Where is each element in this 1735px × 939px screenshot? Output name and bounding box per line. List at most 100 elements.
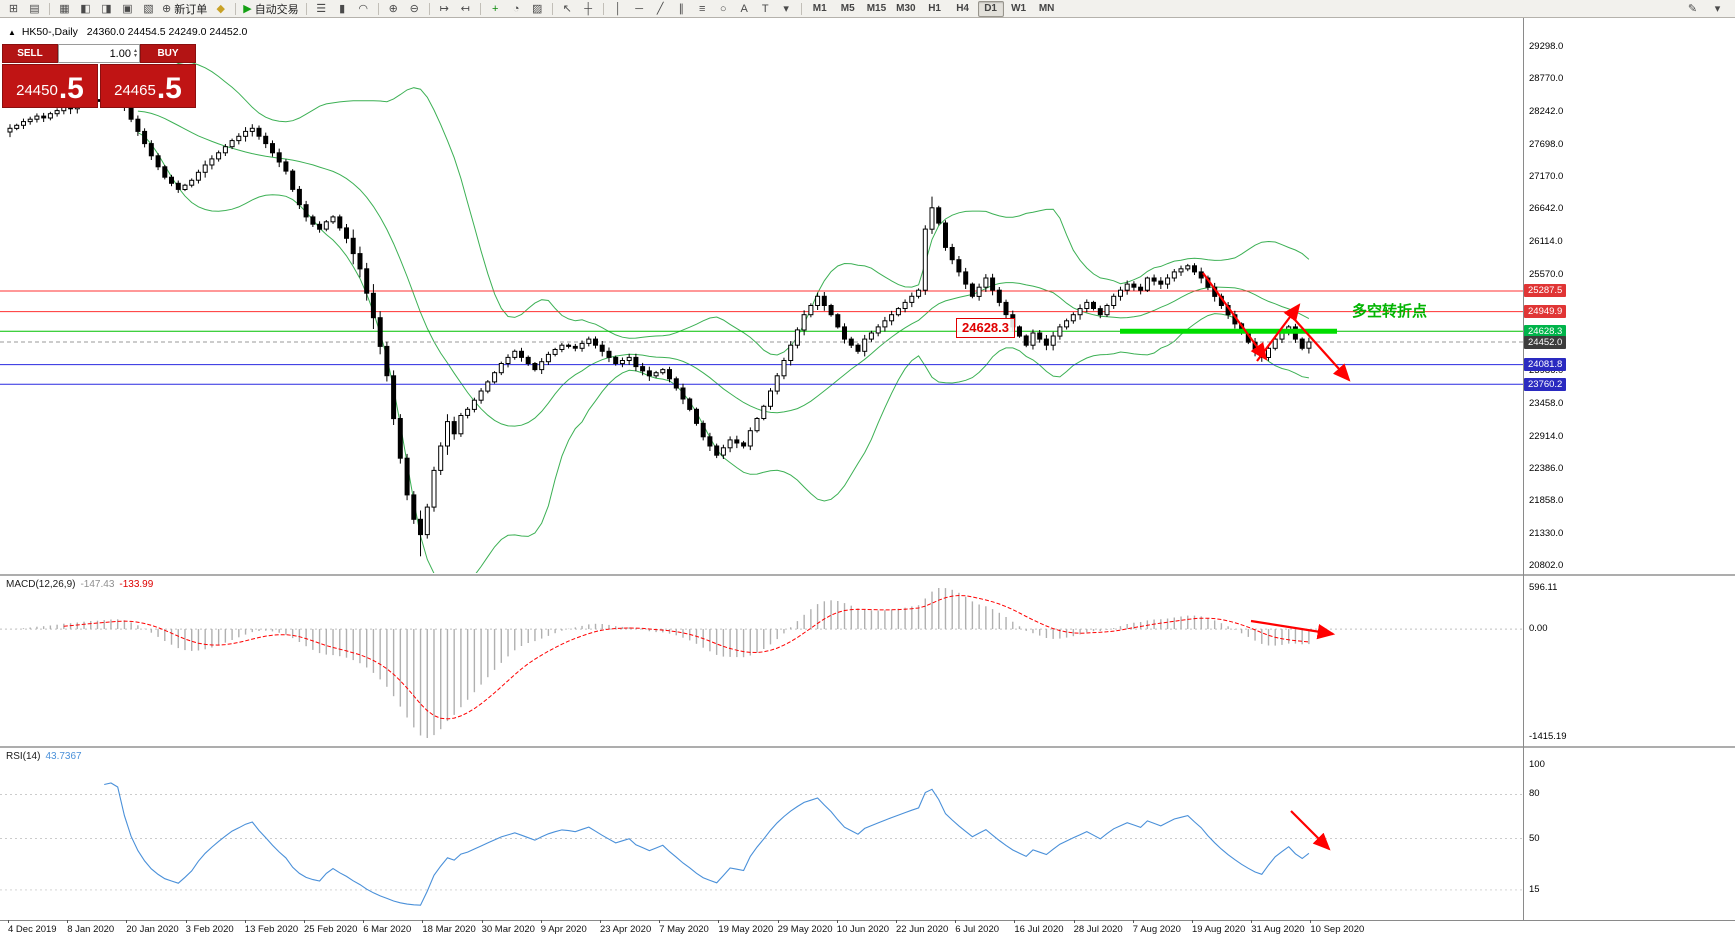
date-axis-tick xyxy=(304,920,305,923)
strategy-tester-icon: ▧ xyxy=(143,3,154,15)
volume-up-icon[interactable]: ▴ xyxy=(133,47,137,54)
text-button[interactable]: A xyxy=(735,1,754,16)
date-axis-tick xyxy=(1014,920,1016,923)
zoom-out-button[interactable]: ⊖ xyxy=(405,1,424,16)
autotrading-icon: ▶ xyxy=(243,3,252,15)
toolbar-separator xyxy=(305,2,307,15)
label-button[interactable]: T xyxy=(756,1,775,16)
date-axis-label: 6 Mar 2020 xyxy=(363,924,412,935)
price-axis-label: 26114.0 xyxy=(1529,235,1563,247)
toolbar-separator xyxy=(377,2,379,15)
rsi-value: 43.7367 xyxy=(45,751,82,762)
volume-spinner[interactable]: 1.00 ▴ ▾ xyxy=(58,44,140,63)
price-axis-label: 21858.0 xyxy=(1529,495,1564,507)
chart-shift-button[interactable]: ↤ xyxy=(456,1,475,16)
fibonacci-button[interactable]: ≡ xyxy=(693,1,712,16)
volume-down-icon[interactable]: ▾ xyxy=(133,52,137,59)
terminal-button[interactable]: ▣ xyxy=(118,1,137,16)
zoom-in-button[interactable]: ⊕ xyxy=(384,1,403,16)
zoom-in-icon: ⊕ xyxy=(388,3,398,15)
dropdown-icon[interactable]: ▾ xyxy=(1714,3,1721,15)
templates-button[interactable]: ▨ xyxy=(528,1,547,16)
chart-title-symbol: HK50-,Daily xyxy=(21,26,78,38)
strategy-tester-button[interactable]: ▧ xyxy=(139,1,158,16)
zoom-out-icon: ⊖ xyxy=(409,3,419,15)
shapes-button[interactable]: ○ xyxy=(714,1,733,16)
price-level-label[interactable]: 24452.0 xyxy=(1524,335,1567,349)
timeframe-h4[interactable]: H4 xyxy=(956,2,969,14)
date-axis-label: 6 Jul 2020 xyxy=(955,924,1000,935)
vertical-line-button[interactable]: │ xyxy=(609,1,628,16)
market-watch-button[interactable]: ▦ xyxy=(55,1,74,16)
navigator-icon: ◨ xyxy=(101,3,112,15)
market-watch-icon: ▦ xyxy=(59,3,70,15)
indicators-button[interactable]: + xyxy=(486,1,505,16)
metaeditor-button[interactable]: ◆ xyxy=(211,1,230,16)
toolbar-separator xyxy=(479,2,481,15)
new-order-button[interactable]: ⊕ 新订单 xyxy=(160,1,209,16)
navigator-button[interactable]: ◨ xyxy=(97,1,116,16)
date-axis-tick xyxy=(600,920,601,923)
fibonacci-icon: ≡ xyxy=(698,2,706,15)
price-level-label[interactable]: 25287.5 xyxy=(1524,284,1567,298)
timeframe-m1[interactable]: M1 xyxy=(812,2,827,14)
date-axis-tick xyxy=(836,920,838,923)
date-axis-label: 20 Jan 2020 xyxy=(126,924,179,935)
label-icon: T xyxy=(761,2,769,15)
channel-button[interactable]: ∥ xyxy=(672,1,691,16)
price-level-annotation[interactable]: 24628.3 xyxy=(956,318,1015,338)
price-level-label[interactable]: 24081.8 xyxy=(1524,358,1567,372)
pane-separator[interactable] xyxy=(0,574,1735,576)
date-axis-label: 4 Dec 2019 xyxy=(8,924,57,935)
vertical-line-icon: │ xyxy=(614,2,622,15)
timeframe-m15[interactable]: M15 xyxy=(866,2,887,14)
channel-icon: ∥ xyxy=(678,3,684,15)
arrows-dropdown-icon: ▾ xyxy=(783,3,789,15)
line-chart-button[interactable]: ◠ xyxy=(354,1,373,16)
sell-price-button[interactable]: 24450 .5 xyxy=(2,64,98,108)
arrows-dropdown-button[interactable]: ▾ xyxy=(777,1,796,16)
periods-button[interactable]: ◔ xyxy=(507,1,526,16)
date-axis-tick xyxy=(422,920,424,923)
timeframe-m5[interactable]: M5 xyxy=(840,2,855,14)
cursor-button[interactable]: ↖ xyxy=(558,1,577,16)
trendline-button[interactable]: ╱ xyxy=(651,1,670,16)
profiles-button[interactable]: ▤ xyxy=(25,1,44,16)
candlestick-chart-button[interactable]: ▮ xyxy=(333,1,352,16)
price-level-label[interactable]: 23760.2 xyxy=(1524,377,1567,391)
sell-price-frac: .5 xyxy=(58,72,84,105)
date-axis-label: 7 May 2020 xyxy=(659,924,709,935)
buy-button[interactable]: BUY xyxy=(140,44,196,63)
macd-axis-max: 596.11 xyxy=(1529,582,1558,593)
auto-scroll-button[interactable]: ↦ xyxy=(435,1,454,16)
timeframe-d1[interactable]: D1 xyxy=(977,0,1004,17)
crosshair-button[interactable]: ┼ xyxy=(579,1,598,16)
price-axis-label: 20802.0 xyxy=(1529,560,1564,571)
time-axis[interactable] xyxy=(0,920,1735,939)
autotrading-button[interactable]: ▶ 自动交易 xyxy=(241,1,300,16)
pane-separator[interactable] xyxy=(0,746,1735,748)
horizontal-line-icon: ─ xyxy=(635,2,644,15)
volume-value[interactable]: 1.00 xyxy=(109,47,131,60)
cursor-icon: ↖ xyxy=(562,3,572,15)
bar-chart-button[interactable]: ☰ xyxy=(312,1,331,16)
horizontal-line-button[interactable]: ─ xyxy=(630,1,649,16)
new-chart-button[interactable]: ⊞ xyxy=(4,1,23,16)
price-level-label[interactable]: 24949.9 xyxy=(1524,305,1567,319)
data-window-button[interactable]: ◧ xyxy=(76,1,95,16)
turning-point-text[interactable]: 多空转折点 xyxy=(1352,303,1428,320)
timeframe-m30[interactable]: M30 xyxy=(896,2,916,14)
timeframe-w1[interactable]: W1 xyxy=(1011,2,1027,14)
sell-button[interactable]: SELL xyxy=(2,44,58,63)
date-axis-label: 22 Jun 2020 xyxy=(896,924,949,935)
edit-icon[interactable]: ✎ xyxy=(1687,3,1698,15)
date-axis-tick xyxy=(481,920,483,923)
date-axis-tick xyxy=(8,920,9,923)
timeframe-mn[interactable]: MN xyxy=(1038,2,1055,14)
price-level-label[interactable]: 24628.3 xyxy=(1524,324,1567,338)
buy-price-button[interactable]: 24465 .5 xyxy=(100,64,196,108)
buy-price-main: 24465 xyxy=(114,82,156,99)
periods-icon: ◔ xyxy=(512,2,520,15)
timeframe-h1[interactable]: H1 xyxy=(928,2,941,14)
